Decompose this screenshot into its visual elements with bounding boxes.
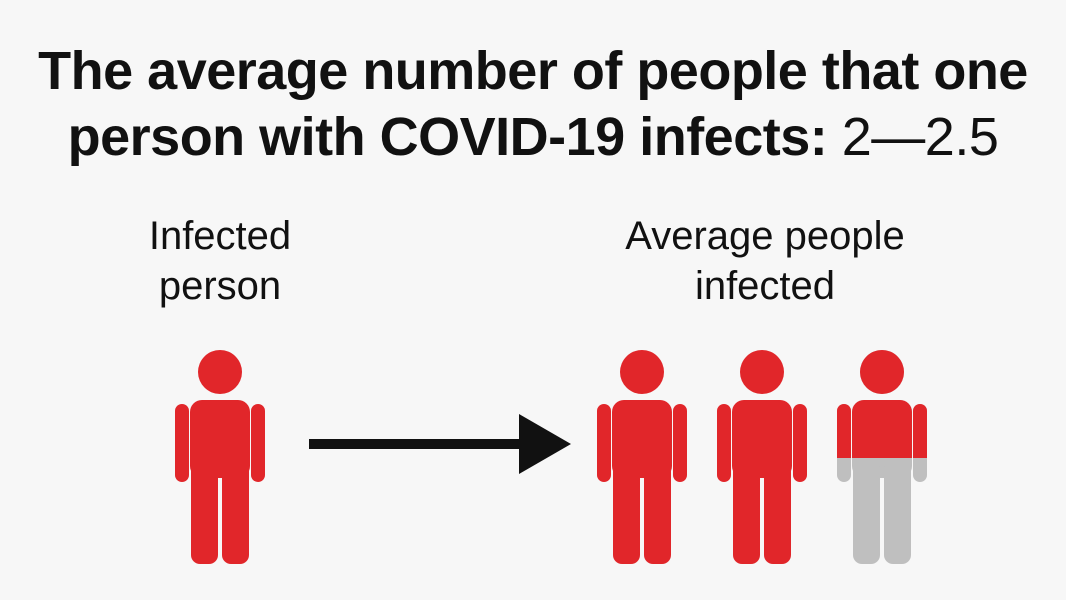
headline-line-2: person with COVID-19 infects: 2—2.5 bbox=[0, 104, 1066, 170]
person-infected-part bbox=[597, 350, 687, 564]
infected-person-icon-2 bbox=[717, 350, 807, 564]
infected-person-label-line-2: person bbox=[158, 264, 282, 308]
partial-person-icon bbox=[837, 350, 927, 564]
infected-person-icon-1 bbox=[597, 350, 687, 564]
source-person-icon bbox=[175, 350, 265, 564]
headline-line-2-text: person with COVID-19 infects: bbox=[67, 107, 842, 167]
headline-line-1: The average number of people that one bbox=[38, 41, 1028, 101]
infected-person-label: Infected person bbox=[100, 211, 340, 311]
person-infected-part bbox=[837, 350, 927, 458]
headline-value: 2—2.5 bbox=[841, 107, 999, 167]
headline: The average number of people that one pe… bbox=[0, 38, 1066, 170]
person-infected-part bbox=[717, 350, 807, 564]
arrow-icon bbox=[309, 414, 571, 474]
person-infected-part bbox=[175, 350, 265, 564]
average-infected-label-line-2: infected bbox=[694, 264, 836, 308]
infected-person-label-line-1: Infected bbox=[148, 214, 292, 258]
average-infected-label: Average people infected bbox=[560, 211, 970, 311]
average-infected-label-line-1: Average people bbox=[625, 214, 905, 258]
